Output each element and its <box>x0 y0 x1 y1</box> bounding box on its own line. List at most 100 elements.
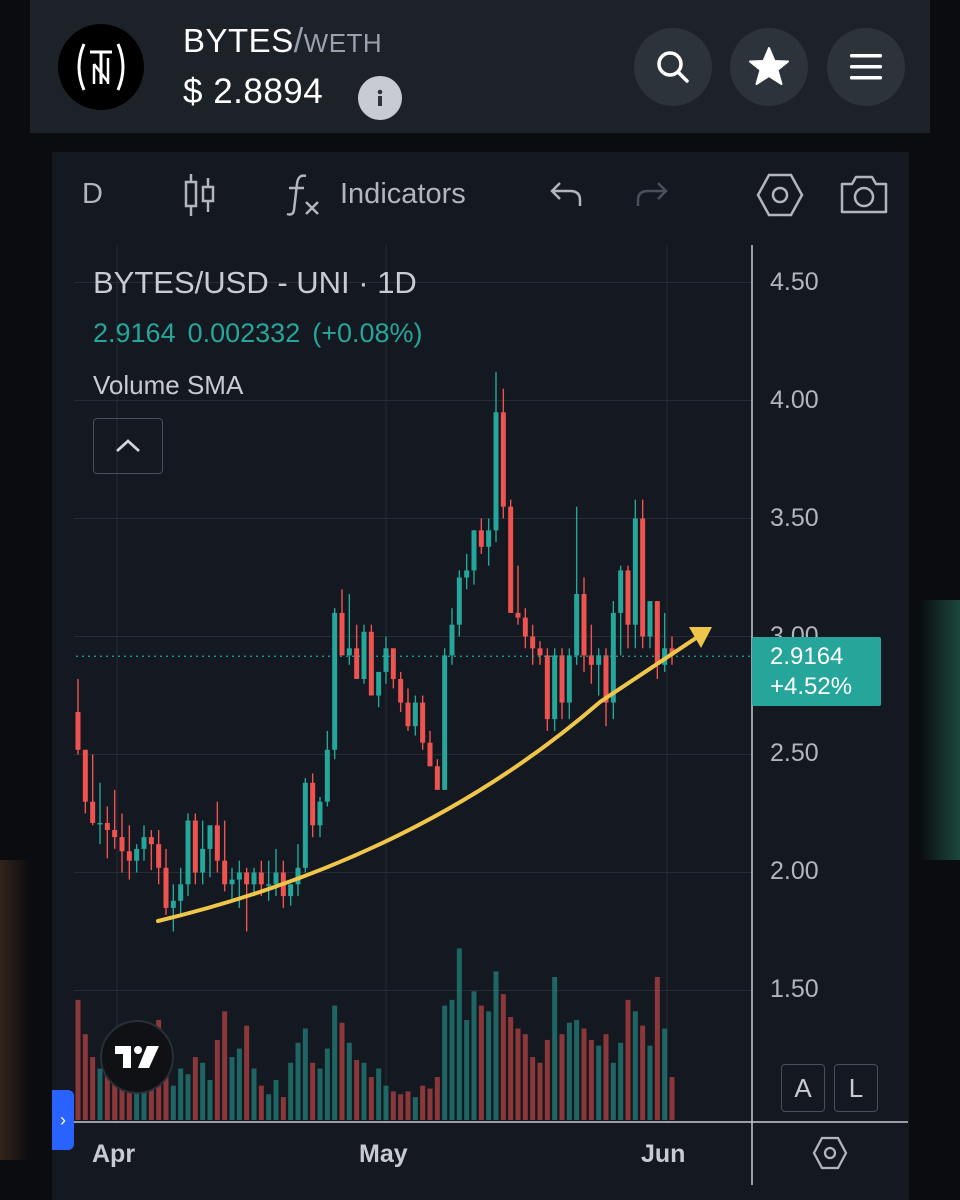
volume-bar <box>625 999 631 1120</box>
candle-body <box>625 570 631 625</box>
search-button[interactable] <box>634 28 712 106</box>
candle-body <box>112 830 118 838</box>
volume-bar <box>610 1062 616 1120</box>
auto-scale-button[interactable]: A <box>781 1064 825 1112</box>
candle-body <box>170 900 176 908</box>
redo-icon[interactable] <box>634 180 670 210</box>
info-button[interactable] <box>358 76 402 120</box>
candle-body <box>390 648 396 679</box>
candle-body <box>566 655 572 703</box>
volume-bar <box>434 1077 440 1120</box>
volume-bar <box>390 1091 396 1120</box>
tradingview-logo[interactable] <box>100 1020 174 1094</box>
candle-body <box>493 412 499 531</box>
candle-body <box>522 617 528 637</box>
candle-body <box>376 671 382 696</box>
volume-bar <box>354 1059 360 1120</box>
candle-body <box>97 822 103 825</box>
volume-bar <box>368 1077 374 1120</box>
candle-body <box>647 601 653 637</box>
candle-body <box>163 867 169 908</box>
candles-icon[interactable] <box>180 170 220 220</box>
fx-icon[interactable] <box>284 170 324 218</box>
bytes-logo-icon <box>77 43 125 91</box>
settings-icon[interactable] <box>756 172 804 218</box>
volume-bar <box>126 1077 132 1120</box>
volume-sma-label[interactable]: Volume SMA <box>93 370 244 400</box>
menu-button[interactable] <box>827 28 905 106</box>
volume-bar <box>632 1011 638 1120</box>
candle-body <box>559 655 565 703</box>
volume-bar <box>522 1034 528 1120</box>
candle-body <box>383 648 389 672</box>
candle-body <box>405 702 411 727</box>
axis-settings-icon[interactable] <box>812 1136 848 1170</box>
volume-bar <box>405 1091 411 1120</box>
volume-bar <box>552 977 558 1120</box>
candle-body <box>581 594 587 656</box>
undo-icon[interactable] <box>548 180 584 210</box>
candle-body <box>324 749 330 802</box>
volume-bar <box>596 1045 602 1120</box>
legend-change-pct: (+0.08%) <box>312 318 423 348</box>
candle-body <box>434 766 440 790</box>
volume-bar <box>662 1028 668 1120</box>
log-scale-button[interactable]: L <box>834 1064 878 1112</box>
camera-icon[interactable] <box>838 172 890 216</box>
volume-bar <box>339 1022 345 1120</box>
volume-bar <box>500 994 506 1120</box>
volume-bar <box>258 1085 264 1120</box>
volume-bar <box>236 1048 242 1120</box>
volume-bar <box>266 1094 272 1120</box>
volume-bar <box>302 1028 308 1120</box>
volume-bar <box>317 1068 323 1120</box>
candle-body <box>361 631 367 679</box>
candle-body <box>126 851 132 861</box>
volume-bar <box>464 1019 470 1120</box>
volume-bar <box>163 1045 169 1120</box>
volume-bar <box>654 977 660 1120</box>
x-tick-label: Jun <box>641 1140 686 1168</box>
favorite-button[interactable] <box>730 28 808 106</box>
candle-body <box>134 848 140 861</box>
info-icon <box>377 89 383 106</box>
candle-body <box>207 825 213 849</box>
volume-bar <box>588 1039 594 1120</box>
token-logo[interactable] <box>58 24 144 110</box>
volume-bar <box>310 1062 316 1120</box>
volume-bar <box>192 1057 198 1120</box>
candle-body <box>464 570 470 578</box>
side-panel-toggle[interactable]: › <box>52 1090 74 1150</box>
y-tick-label: 4.00 <box>770 386 819 414</box>
y-tick-label: 1.50 <box>770 975 819 1003</box>
candle-body <box>346 648 352 656</box>
candle-body <box>251 872 257 885</box>
candle-body <box>258 872 264 885</box>
indicators-button[interactable]: Indicators <box>340 178 466 210</box>
candle-body <box>192 820 198 873</box>
interval-button[interactable]: D <box>82 178 103 210</box>
candle-body <box>104 822 110 831</box>
candle-body <box>368 631 374 696</box>
volume-bar <box>214 1039 220 1120</box>
volume-bar <box>449 999 455 1120</box>
volume-bar <box>420 1085 426 1120</box>
legend-change: 0.002332 <box>187 318 301 348</box>
pair-slash: / <box>293 22 304 60</box>
chevron-right-icon: › <box>60 1109 66 1130</box>
volume-bar <box>112 1062 118 1120</box>
volume-bar <box>574 1019 580 1120</box>
candle-body <box>244 872 250 885</box>
collapse-legend-button[interactable] <box>93 418 163 474</box>
candle-body <box>90 801 96 823</box>
volume-bar <box>515 1028 521 1120</box>
volume-bar <box>566 1022 572 1120</box>
candle-body <box>640 518 646 637</box>
price-tag-value: 2.9164 <box>770 643 844 670</box>
price-tag-pct: +4.52% <box>770 673 853 700</box>
candle-body <box>596 655 602 665</box>
volume-bar <box>361 1062 367 1120</box>
volume-bar <box>75 999 81 1120</box>
volume-bar <box>508 1017 514 1120</box>
